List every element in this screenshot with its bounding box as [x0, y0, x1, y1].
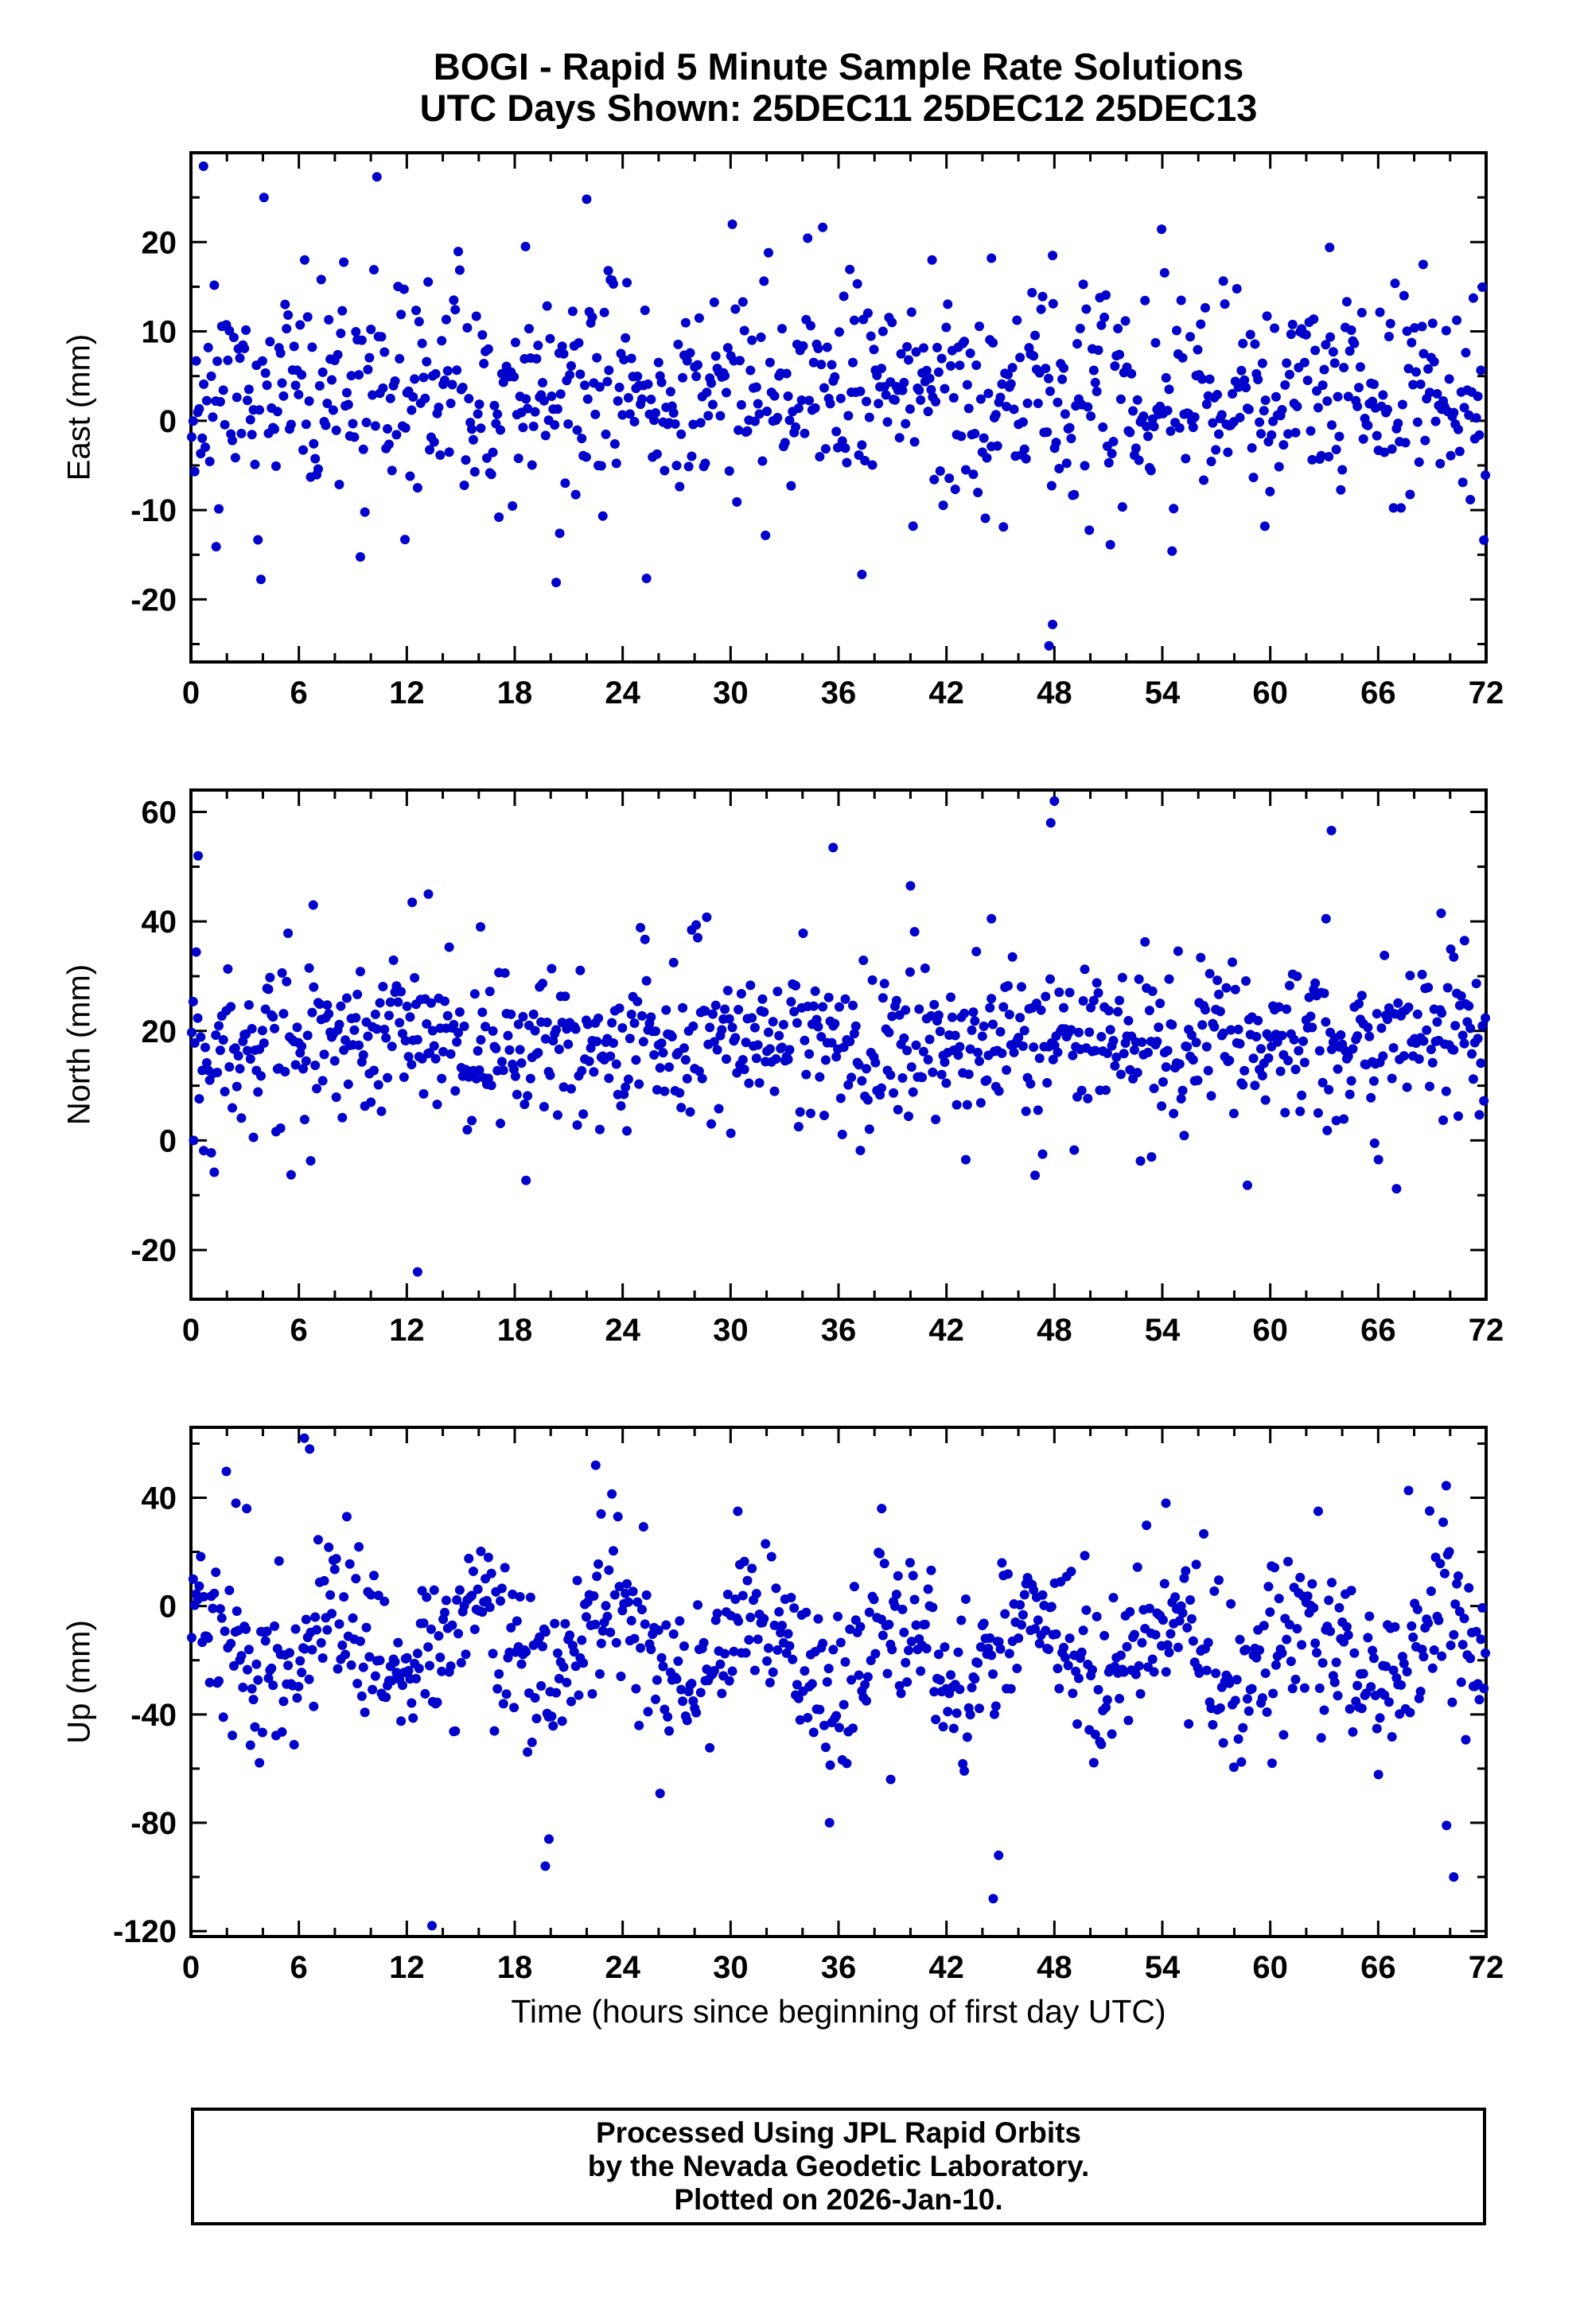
svg-text:54: 54 [1145, 1313, 1181, 1348]
footer-line-3: Plotted on 2026-Jan-10. [674, 2183, 1003, 2216]
svg-text:12: 12 [389, 675, 425, 710]
svg-text:36: 36 [821, 1950, 857, 1985]
svg-text:24: 24 [605, 1313, 640, 1348]
svg-text:48: 48 [1037, 1313, 1072, 1348]
svg-text:60: 60 [1252, 1313, 1288, 1348]
svg-text:30: 30 [713, 1950, 749, 1985]
svg-text:12: 12 [389, 1950, 425, 1985]
svg-text:40: 40 [142, 1481, 177, 1516]
svg-text:6: 6 [290, 675, 308, 710]
svg-text:24: 24 [605, 675, 640, 710]
svg-text:18: 18 [497, 1313, 533, 1348]
svg-text:-20: -20 [130, 582, 177, 617]
north-scatter-plot: 0 6 12 18 24 30 36 42 48 54 60 66 72 -20 0 20 40 60 [130, 788, 1504, 1348]
svg-text:-10: -10 [130, 493, 177, 528]
svg-text:66: 66 [1360, 1950, 1396, 1985]
svg-text:6: 6 [290, 1313, 308, 1348]
svg-text:42: 42 [928, 675, 964, 710]
svg-text:18: 18 [497, 1950, 533, 1985]
svg-text:0: 0 [182, 1950, 200, 1985]
x-axis-label: Time (hours since beginning of first day… [511, 1993, 1166, 2030]
svg-text:0: 0 [182, 675, 200, 710]
svg-text:20: 20 [142, 225, 177, 260]
svg-text:60: 60 [1252, 675, 1288, 710]
svg-text:66: 66 [1360, 675, 1396, 710]
footer-box: Processed Using JPL Rapid Orbits by the … [191, 2108, 1486, 2225]
svg-text:40: 40 [142, 905, 177, 940]
svg-text:12: 12 [389, 1313, 425, 1348]
svg-text:0: 0 [159, 404, 177, 439]
svg-text:48: 48 [1037, 1950, 1072, 1985]
svg-text:-20: -20 [130, 1233, 177, 1268]
svg-text:18: 18 [497, 675, 533, 710]
svg-text:-80: -80 [130, 1806, 177, 1841]
svg-text:0: 0 [159, 1590, 177, 1625]
svg-text:20: 20 [142, 1014, 177, 1049]
svg-text:24: 24 [605, 1950, 640, 1985]
svg-text:66: 66 [1360, 1313, 1396, 1348]
svg-text:54: 54 [1145, 1950, 1181, 1985]
footer-line-1: Processed Using JPL Rapid Orbits [596, 2116, 1081, 2149]
svg-text:0: 0 [159, 1123, 177, 1158]
svg-text:0: 0 [182, 1313, 200, 1348]
svg-text:72: 72 [1469, 1950, 1504, 1985]
svg-text:54: 54 [1145, 675, 1181, 710]
svg-text:72: 72 [1469, 1313, 1504, 1348]
svg-text:-40: -40 [130, 1698, 177, 1733]
svg-text:6: 6 [290, 1950, 308, 1985]
svg-text:36: 36 [821, 1313, 857, 1348]
footer-line-2: by the Nevada Geodetic Laboratory. [587, 2150, 1090, 2182]
svg-text:42: 42 [928, 1313, 964, 1348]
up-scatter-plot: 0 6 12 18 24 30 36 42 48 54 60 66 72 -120 -80 -40 0 40 [113, 1426, 1504, 1985]
svg-text:30: 30 [713, 675, 749, 710]
svg-text:42: 42 [928, 1950, 964, 1985]
svg-text:36: 36 [821, 675, 857, 710]
chart-subtitle: UTC Days Shown: 25DEC11 25DEC12 25DEC13 [419, 87, 1258, 129]
svg-text:72: 72 [1469, 675, 1504, 710]
svg-text:60: 60 [1252, 1950, 1288, 1985]
svg-text:60: 60 [142, 796, 177, 831]
svg-text:48: 48 [1037, 675, 1072, 710]
svg-text:30: 30 [713, 1313, 749, 1348]
east-scatter-plot: 0 6 12 18 24 30 36 42 48 54 60 66 72 -20 -10 0 10 20 [130, 151, 1504, 710]
chart-title: BOGI - Rapid 5 Minute Sample Rate Soluti… [433, 45, 1244, 88]
svg-text:-120: -120 [113, 1914, 177, 1949]
svg-text:10: 10 [142, 315, 177, 350]
